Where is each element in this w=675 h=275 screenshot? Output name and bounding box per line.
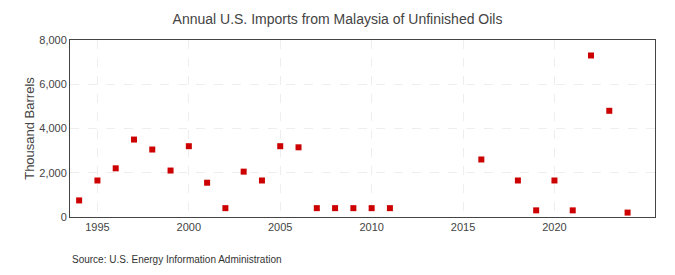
svg-text:6,000: 6,000 [39,78,67,90]
svg-text:2015: 2015 [451,221,475,233]
svg-text:Annual U.S. Imports from Malay: Annual U.S. Imports from Malaysia of Unf… [173,11,503,27]
svg-text:Thousand Barrels: Thousand Barrels [22,77,37,180]
svg-text:2005: 2005 [268,221,292,233]
svg-text:2000: 2000 [177,221,201,233]
svg-text:2020: 2020 [542,221,566,233]
svg-text:0: 0 [61,211,67,223]
svg-text:1995: 1995 [85,221,109,233]
svg-text:2010: 2010 [359,221,383,233]
svg-text:2,000: 2,000 [39,167,67,179]
svg-text:4,000: 4,000 [39,122,67,134]
svg-text:8,000: 8,000 [39,34,67,46]
svg-text:Source: U.S. Energy Informatio: Source: U.S. Energy Information Administ… [72,254,282,265]
